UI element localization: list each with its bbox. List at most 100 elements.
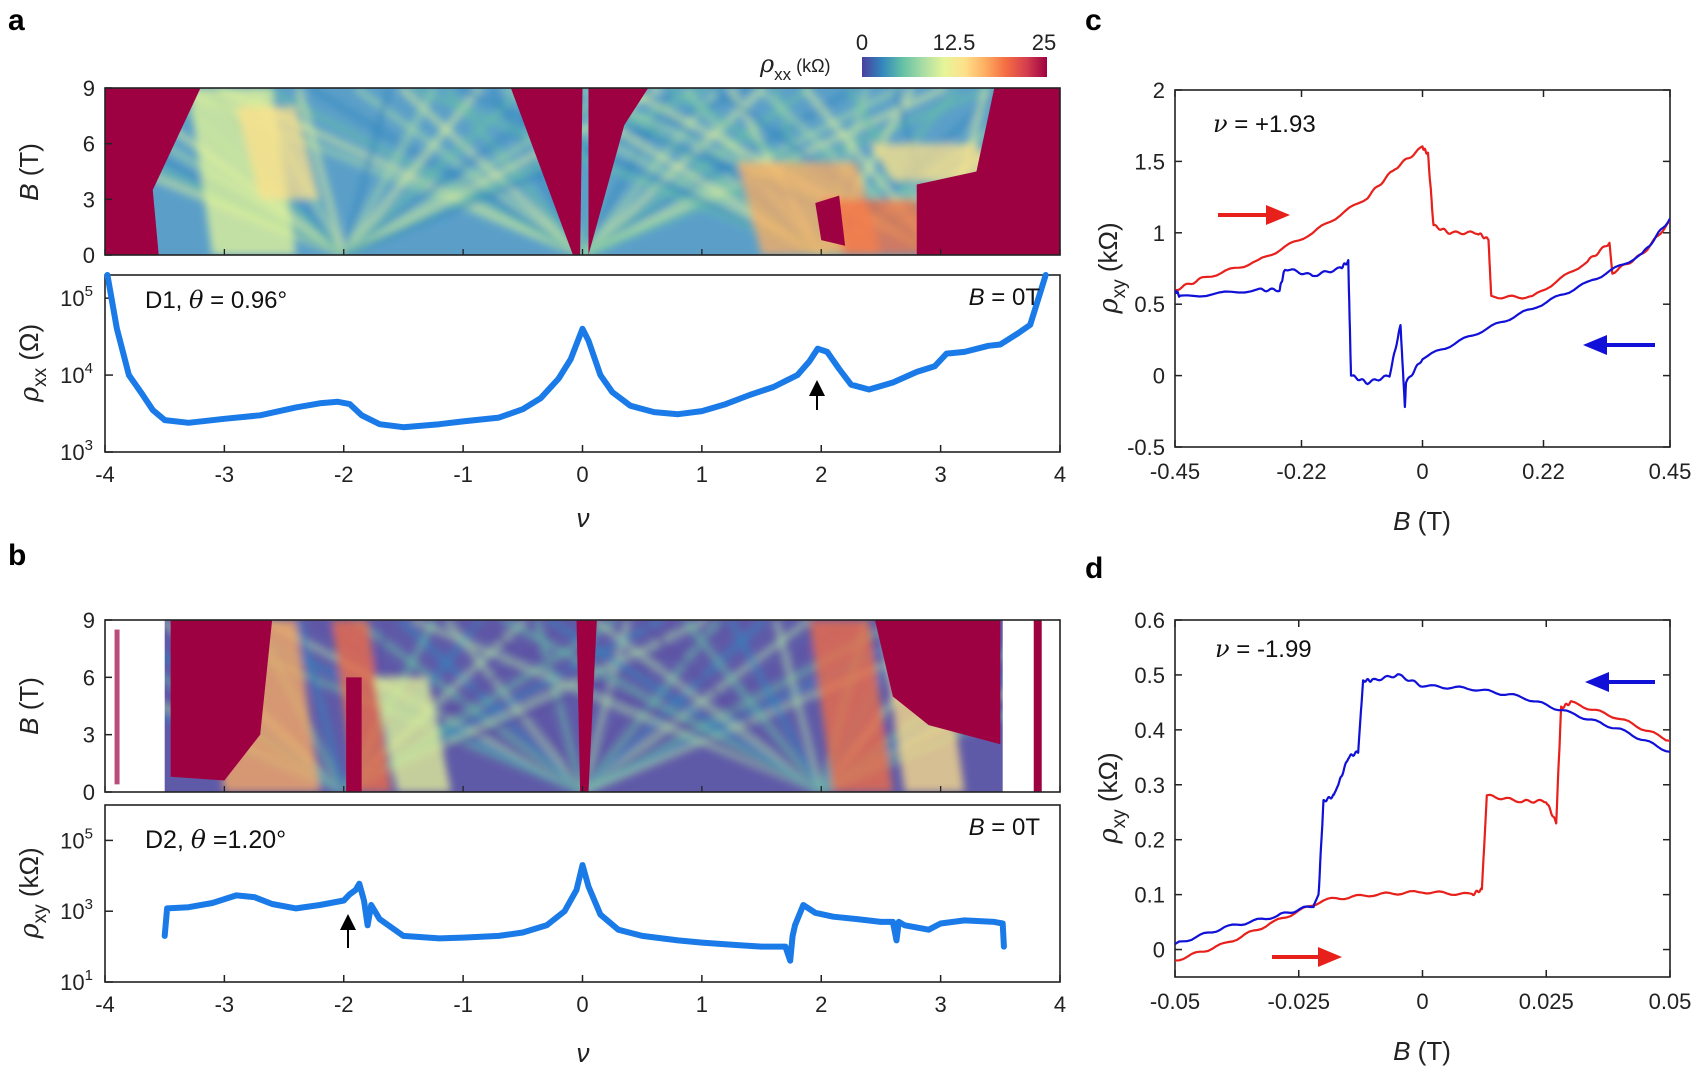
- y-tick-label: 0.1: [1134, 883, 1165, 908]
- panel-b-line-ylabel-symbol: ρ: [15, 923, 45, 940]
- panel-d-annotation: ν = -1.99: [1215, 635, 1312, 663]
- colorbar-tick: 0: [856, 30, 868, 55]
- panel-a-line-ylabel-unit: (Ω): [14, 324, 44, 368]
- y-tick-base: 10: [60, 286, 84, 311]
- panel-d-xlabel-var: B: [1393, 1036, 1410, 1066]
- panel-b-map-ylabel-unit: (T): [14, 677, 44, 717]
- panel-b-field-var: B: [969, 814, 985, 841]
- x-tick-label: 0.025: [1519, 989, 1574, 1014]
- y-tick-label: 103: [60, 437, 93, 465]
- map-fan-line: [353, 88, 585, 255]
- x-tick-label: -0.05: [1150, 989, 1200, 1014]
- x-tick-label: 4: [1054, 992, 1066, 1017]
- map-saturated-region: [114, 629, 120, 785]
- y-tick-exponent: 4: [85, 360, 93, 377]
- panel-a-field-value: = 0T: [985, 284, 1041, 311]
- panel-d-blue-arrow: [1585, 672, 1655, 692]
- map-fan-line: [263, 88, 585, 255]
- panel-c-frame: [1174, 89, 1671, 448]
- x-tick-label: 4: [1054, 462, 1066, 487]
- x-tick-label: 0: [576, 462, 588, 487]
- colorbar-label-sub: xx: [774, 65, 792, 84]
- map-warm-band: [821, 199, 941, 255]
- y-tick-label: 105: [60, 825, 93, 853]
- x-tick-label: -2: [334, 462, 354, 487]
- map-saturated-region: [105, 88, 201, 255]
- y-tick-label: 0: [83, 243, 95, 268]
- map-fan-line: [502, 620, 823, 792]
- map-fan-line: [682, 620, 824, 792]
- y-tick-label: 1: [1153, 221, 1165, 246]
- panel-c-xlabel-var: B: [1393, 506, 1410, 536]
- y-tick-label: 6: [83, 665, 95, 690]
- x-tick-label: 0.22: [1522, 459, 1565, 484]
- map-fan-line: [579, 620, 722, 792]
- panel-d-red-arrow: [1272, 947, 1342, 967]
- y-tick-label: 0: [83, 780, 95, 805]
- y-tick-label: 2: [1153, 78, 1165, 103]
- y-tick-label: 9: [83, 76, 95, 101]
- panel-c-forward-curve: [1175, 145, 1670, 300]
- x-tick-label: 0: [1416, 989, 1428, 1014]
- y-tick-label: 104: [60, 360, 93, 388]
- panel-d-backward-curve: [1175, 673, 1670, 945]
- panel-a-xlabel: ν: [577, 503, 590, 533]
- panel-c-ylabel-unit: (kΩ): [1093, 222, 1123, 279]
- y-tick-label: 9: [83, 608, 95, 633]
- x-tick-label: -0.45: [1150, 459, 1200, 484]
- panel-c-annotation-value: = +1.93: [1228, 111, 1316, 138]
- map-saturated-region: [1033, 620, 1042, 792]
- map-saturated-region: [815, 195, 846, 246]
- map-warm-band: [236, 106, 320, 200]
- map-saturated-region: [576, 620, 597, 792]
- panel-b-map-ylabel: B (T): [14, 677, 44, 735]
- x-tick-label: -0.22: [1276, 459, 1326, 484]
- panel-a-device-label: D1,: [145, 287, 189, 314]
- panel-c-blue-arrow: [1583, 335, 1655, 355]
- y-tick-base: 10: [60, 970, 84, 995]
- colorbar-label: ρxx (kΩ): [759, 50, 831, 84]
- y-tick-label: 3: [83, 723, 95, 748]
- y-tick-label: 0: [1153, 938, 1165, 963]
- y-tick-label: 6: [83, 132, 95, 157]
- x-tick-label: -1: [453, 462, 473, 487]
- panel-c-xlabel-unit: (T): [1410, 506, 1450, 536]
- x-tick-label: -1: [453, 992, 473, 1017]
- panel-letter-b: b: [8, 539, 26, 572]
- panel-d-ylabel-unit: (kΩ): [1093, 752, 1123, 809]
- panel-c-ylabel: ρxy (kΩ): [1093, 222, 1130, 314]
- x-tick-label: -4: [95, 462, 115, 487]
- map-fan-line: [308, 88, 585, 255]
- panel-a-map: 0 3 6 9 B (T): [14, 76, 1061, 268]
- y-tick-label: 0.5: [1134, 663, 1165, 688]
- map-fan-line: [580, 620, 857, 792]
- x-tick-label: -0.025: [1268, 989, 1330, 1014]
- map-fan-line: [579, 620, 632, 792]
- panel-b-theta-value: =1.20°: [206, 826, 286, 854]
- panel-b-xticks: -4 -3 -2 -1 0 1 2 3 4: [95, 975, 1066, 1017]
- y-tick-label: 103: [60, 896, 93, 924]
- panel-d: -0.05 -0.025 0 0.025 0.05 0 0.1 0.2 0.3 0.4 0.5 0.6…: [1093, 608, 1691, 1066]
- map-fan-line: [398, 88, 585, 255]
- x-tick-label: 1: [696, 992, 708, 1017]
- y-tick-label: 0.2: [1134, 828, 1165, 853]
- panel-c-annotation-var: ν: [1213, 110, 1228, 138]
- y-tick-label: 0.3: [1134, 773, 1165, 798]
- map-warm-band: [869, 143, 1001, 181]
- panel-a-theta-symbol: θ: [189, 286, 204, 314]
- map-blank-region: [1002, 620, 1060, 792]
- panel-a-theta-value: = 0.96°: [203, 287, 287, 314]
- y-tick-exponent: 5: [85, 825, 93, 842]
- panel-b-map: 0 3 6 9 B (T): [14, 608, 1061, 805]
- panel-a-line-ylabel-symbol: ρ: [15, 386, 45, 403]
- colorbar-label-unit: (kΩ): [791, 56, 830, 76]
- map-warm-band: [809, 620, 893, 792]
- y-tick-label: 101: [60, 967, 93, 995]
- map-fan-line: [341, 620, 618, 792]
- map-fan-line: [398, 620, 585, 792]
- panel-letter-d: d: [1085, 552, 1103, 585]
